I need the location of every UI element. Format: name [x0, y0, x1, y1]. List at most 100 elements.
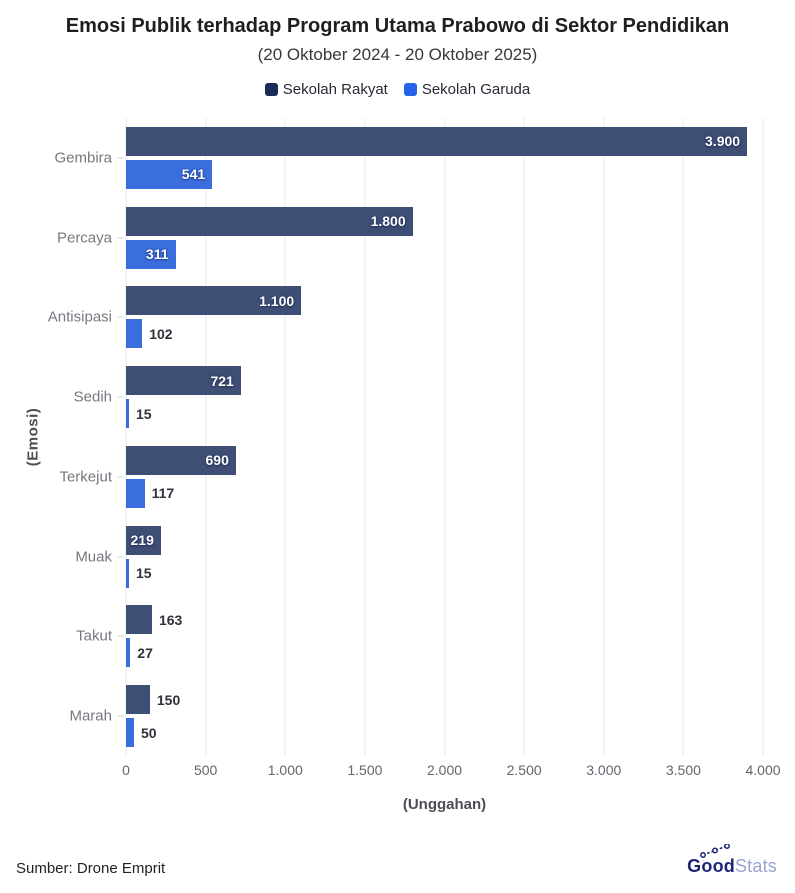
- value-label: 50: [140, 724, 157, 741]
- bar-line: 1.100: [126, 286, 763, 316]
- bar-sekolah-garuda-gembira[interactable]: 541: [126, 159, 213, 189]
- legend-label: Sekolah Rakyat: [282, 81, 388, 98]
- axis-tick-dash: [117, 715, 124, 717]
- gridline: [603, 118, 605, 756]
- value-label: 1.800: [370, 213, 406, 230]
- gridline: [444, 118, 445, 756]
- chart-header: Emosi Publik terhadap Program Utama Prab…: [0, 0, 795, 98]
- value-label: 15: [136, 405, 152, 422]
- category-label-text: Gembira: [54, 149, 112, 167]
- category-label: Gembira: [54, 149, 124, 166]
- axis-tick-dash: [117, 237, 124, 239]
- bar-line: 541: [126, 159, 763, 189]
- x-tick-label: 4.000: [745, 762, 781, 778]
- bar-sekolah-rakyat-marah[interactable]: [126, 685, 150, 715]
- logo-text-good: Good: [687, 856, 735, 876]
- value-label: 541: [181, 166, 206, 183]
- gridline: [523, 118, 525, 756]
- gridline: [205, 118, 207, 756]
- bar-line: 102: [126, 319, 763, 349]
- legend: Sekolah Rakyat Sekolah Garuda: [0, 81, 795, 98]
- value-label: 150: [156, 691, 181, 708]
- category-label: Marah: [69, 708, 124, 725]
- value-label: 690: [205, 452, 229, 469]
- bar-row-percaya: Percaya 1.800 311: [57, 198, 763, 278]
- bar-sekolah-rakyat-gembira[interactable]: 3.900: [126, 126, 748, 156]
- goodstats-logo: GoodStats: [687, 844, 777, 877]
- category-label: Takut: [76, 628, 124, 645]
- value-label: 3.900: [705, 133, 741, 150]
- value-label: 1.100: [259, 292, 295, 309]
- gridline: [682, 118, 684, 756]
- bar-row-takut: Takut 163 27: [76, 597, 763, 677]
- bar-line: 117: [126, 478, 763, 508]
- x-tick-label: 2.000: [426, 762, 463, 778]
- category-label: Muak: [75, 548, 124, 565]
- category-label-text: Muak: [75, 548, 112, 566]
- bar-sekolah-rakyat-terkejut[interactable]: 690: [126, 445, 236, 475]
- bar-line: 690: [126, 445, 763, 475]
- category-label-text: Antisipasi: [47, 308, 112, 326]
- bar-line: 721: [126, 366, 763, 396]
- value-label: 15: [136, 565, 152, 582]
- x-tick-label: 0: [122, 762, 130, 778]
- axis-tick-dash: [117, 556, 124, 558]
- logo-text-stats: Stats: [734, 856, 777, 876]
- gridline: [762, 118, 764, 756]
- plot-rows: Gembira 3.900 541 Percaya 1.800 311 Antisipasi…: [48, 118, 763, 756]
- chart: (Emosi) Gembira 3.900 541 Percaya 1.800 311 An…: [0, 118, 795, 813]
- x-tick-label: 500: [193, 762, 218, 778]
- x-ticks: 0 500 1.000 1.500 2.000 2.500 3.000 3.500 4.000: [122, 762, 780, 784]
- bar-sekolah-garuda-antisipasi[interactable]: [126, 319, 143, 349]
- chart-title: Emosi Publik terhadap Program Utama Prab…: [65, 15, 730, 37]
- x-axis-label: (Unggahan): [402, 796, 487, 813]
- value-label: 219: [130, 532, 154, 549]
- legend-swatch-sekolah-rakyat: [264, 83, 278, 96]
- category-label-text: Percaya: [56, 229, 112, 247]
- plot-area: Gembira 3.900 541 Percaya 1.800 311 Antisipasi…: [48, 118, 764, 756]
- bar-group: 1.100 102: [126, 278, 763, 358]
- legend-swatch-sekolah-garuda: [403, 83, 417, 96]
- category-label: Percaya: [57, 229, 124, 246]
- bar-sekolah-garuda-percaya[interactable]: 311: [126, 239, 176, 269]
- bar-group: 150 50: [126, 676, 763, 756]
- axis-tick-dash: [117, 316, 124, 318]
- axis-tick-dash: [117, 635, 124, 637]
- bar-sekolah-garuda-terkejut[interactable]: [126, 478, 145, 508]
- bar-sekolah-rakyat-muak[interactable]: 219: [126, 525, 161, 555]
- category-label: Sedih: [74, 389, 124, 406]
- bar-line: 27: [126, 638, 763, 668]
- gridline: [125, 118, 127, 756]
- category-label-text: Marah: [69, 707, 112, 725]
- bar-group: 721 15: [126, 357, 763, 437]
- bar-sekolah-garuda-sedih[interactable]: [126, 399, 129, 429]
- bar-sekolah-rakyat-antisipasi[interactable]: 1.100: [126, 286, 302, 316]
- bar-line: 3.900: [126, 126, 763, 156]
- legend-item-sekolah-rakyat[interactable]: Sekolah Rakyat: [264, 81, 388, 98]
- bar-row-antisipasi: Antisipasi 1.100 102: [48, 278, 763, 358]
- bar-sekolah-rakyat-sedih[interactable]: 721: [126, 366, 241, 396]
- bar-line: 1.800: [126, 206, 763, 236]
- x-tick-label: 1.000: [267, 762, 303, 778]
- bar-line: 50: [126, 718, 763, 748]
- bar-group: 219 15: [126, 517, 763, 597]
- value-label: 163: [158, 611, 183, 628]
- value-label: 117: [151, 485, 175, 502]
- y-axis-label: (Emosi): [24, 407, 42, 467]
- bar-group: 1.800 311: [126, 198, 763, 278]
- bar-line: 150: [126, 685, 763, 715]
- x-tick-label: 3.500: [665, 762, 701, 778]
- category-label-text: Takut: [76, 627, 112, 645]
- category-label: Terkejut: [59, 468, 124, 485]
- legend-item-sekolah-garuda[interactable]: Sekolah Garuda: [403, 81, 531, 98]
- bar-sekolah-garuda-takut[interactable]: [126, 638, 131, 668]
- bar-line: 219: [126, 525, 763, 555]
- value-label: 311: [145, 246, 169, 263]
- bar-sekolah-rakyat-takut[interactable]: [126, 605, 152, 635]
- bar-sekolah-rakyat-percaya[interactable]: 1.800: [126, 206, 413, 236]
- bar-line: 15: [126, 558, 763, 588]
- bar-sekolah-garuda-muak[interactable]: [126, 558, 129, 588]
- legend-label: Sekolah Garuda: [421, 81, 531, 98]
- gridlines: [125, 118, 764, 756]
- bar-sekolah-garuda-marah[interactable]: [126, 718, 134, 748]
